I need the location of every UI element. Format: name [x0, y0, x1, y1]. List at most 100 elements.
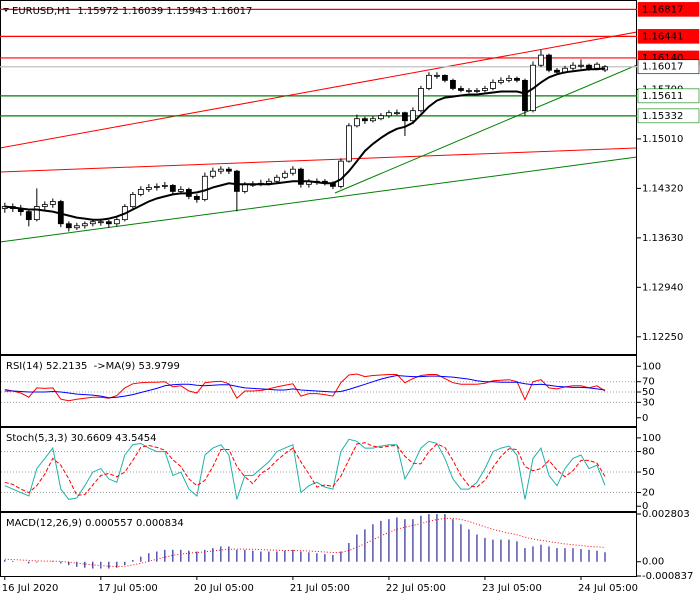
y-tick-label: 50	[642, 387, 655, 398]
candle-body	[378, 115, 384, 120]
candle-body	[578, 64, 584, 67]
indicator-title: EURUSD,H1 1.15972 1.16039 1.15943 1.1601…	[12, 6, 252, 17]
candle-body	[554, 69, 560, 73]
y-tick-label: 1.12940	[642, 282, 683, 293]
indicator-title: MACD(12,26,9) 0.000557 0.000834	[6, 518, 184, 529]
x-tick-label: 20 Jul 05:00	[194, 583, 254, 594]
candle-body	[546, 54, 552, 71]
x-tick-label: 22 Jul 05:00	[386, 583, 446, 594]
candle-body	[297, 168, 304, 185]
menu-arrow[interactable]	[3, 8, 9, 12]
candle-body	[514, 77, 520, 81]
y-tick-label: 30	[642, 397, 655, 408]
x-tick-label: 16 Jul 2020	[2, 583, 59, 594]
candle-body	[426, 74, 432, 89]
trendlines	[0, 31, 638, 243]
candle-body	[209, 170, 216, 177]
candle-body	[33, 206, 40, 221]
panel-frame	[0, 427, 637, 512]
candle-body	[394, 112, 400, 115]
y-tick-label: 0.002803	[642, 509, 690, 520]
candle-body	[386, 112, 392, 117]
x-tick-label: 21 Jul 05:00	[290, 583, 350, 594]
price-level-label: 1.16017	[642, 62, 683, 73]
candle-body	[346, 125, 352, 162]
y-tick-label: 0	[642, 413, 648, 424]
candle-body	[129, 194, 136, 207]
y-tick-label: 100	[642, 361, 661, 372]
trendline	[0, 147, 638, 173]
trendline	[0, 31, 638, 149]
candle-body	[49, 201, 56, 205]
x-tick-label: 24 Jul 05:00	[578, 583, 638, 594]
candle-body	[65, 223, 72, 229]
candle-body	[169, 184, 176, 192]
y-tick-label: 0	[642, 501, 648, 512]
candle-body	[570, 64, 576, 69]
price-level-label: 1.15332	[642, 111, 683, 122]
y-tick-label: 100	[642, 433, 661, 444]
candle-body	[490, 81, 496, 89]
trendline	[0, 156, 638, 243]
series-line	[4, 442, 606, 496]
candle-body	[233, 170, 240, 192]
candle-body	[177, 188, 184, 192]
trendline	[334, 64, 638, 194]
candle-body	[434, 74, 440, 77]
panel-frame	[0, 0, 637, 355]
candle-body	[450, 79, 456, 89]
price-level-box	[637, 108, 700, 124]
y-tick-label: -0.000837	[642, 571, 693, 582]
candle-body	[442, 74, 448, 81]
series-line	[4, 438, 606, 500]
candle-body	[161, 184, 168, 187]
y-tick-label: 1.15010	[642, 134, 683, 145]
candle-body	[458, 88, 464, 91]
candle-body	[586, 64, 592, 69]
candle-body	[201, 175, 208, 200]
candle-body	[474, 90, 480, 92]
candle-body	[538, 54, 544, 66]
candle-body	[241, 183, 248, 192]
price-level-label: 1.16817	[642, 4, 683, 15]
candle-body	[594, 63, 600, 69]
price-level-label: 1.16441	[642, 31, 683, 42]
candle-body	[402, 112, 408, 122]
candle-body	[153, 185, 160, 188]
y-tick-label: 70	[642, 377, 655, 388]
candle-body	[265, 180, 272, 184]
candle-body	[418, 88, 424, 112]
candle-body	[73, 225, 80, 229]
panel-frame	[0, 355, 637, 427]
x-tick-label: 23 Jul 05:00	[482, 583, 542, 594]
y-tick-label: 20	[642, 488, 655, 499]
candle-body	[217, 168, 224, 172]
y-tick-label: 1.12250	[642, 332, 683, 343]
indicator-title: RSI(14) 52.2135 ->MA(9) 53.9799	[6, 361, 180, 372]
panel-frame	[0, 512, 637, 577]
series-line	[4, 517, 606, 568]
candle-body	[273, 176, 280, 182]
y-tick-label: 0.00	[642, 557, 664, 568]
candle-body	[25, 211, 32, 221]
candle-body	[466, 90, 472, 92]
candle-body	[97, 221, 104, 224]
candle-body	[482, 88, 488, 91]
price-level-box	[637, 59, 700, 75]
candle-body	[289, 168, 296, 174]
price-level-label: 1.16140	[642, 53, 683, 64]
y-tick-label: 80	[642, 447, 655, 458]
candle-body	[498, 79, 504, 83]
candle-body	[354, 118, 360, 127]
candle-body	[410, 110, 416, 122]
price-level-box	[637, 88, 700, 104]
indicator-title: Stoch(5,3,3) 30.6609 43.5454	[6, 433, 157, 444]
candle-body	[506, 77, 512, 81]
y-tick-label: 1.14320	[642, 183, 683, 194]
series-line	[4, 67, 606, 221]
series-line	[4, 373, 606, 402]
candle-body	[193, 196, 200, 200]
candle-body	[89, 221, 96, 225]
